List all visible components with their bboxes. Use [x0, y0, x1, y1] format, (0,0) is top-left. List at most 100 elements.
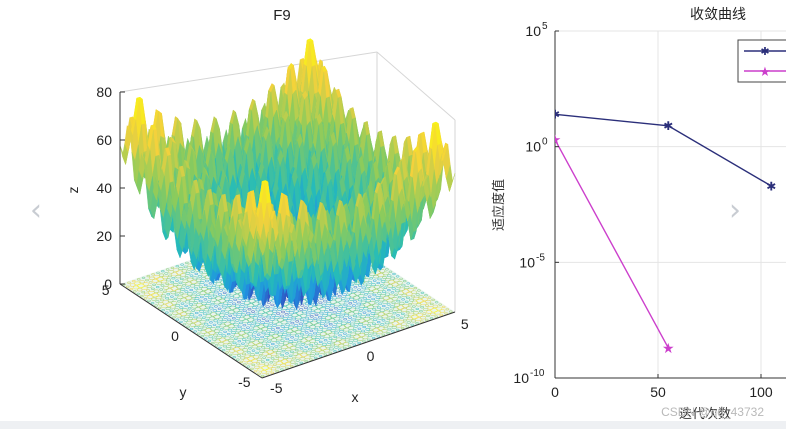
contour-ring	[355, 306, 360, 310]
contour-ring	[338, 305, 343, 308]
contour-ring	[355, 316, 362, 320]
contour-ring	[313, 356, 318, 359]
contour-ring	[198, 285, 203, 288]
contour-ring	[371, 297, 376, 301]
contour-ring	[415, 322, 419, 325]
contour-ring	[408, 312, 415, 317]
contour-ring	[332, 296, 338, 300]
contour-ring	[222, 291, 227, 294]
contour-ring	[181, 308, 188, 312]
contour-ring	[354, 291, 362, 296]
contour-ring	[266, 325, 273, 329]
contour-ring	[202, 312, 208, 316]
contour-ring	[328, 337, 333, 340]
contour-ring	[297, 336, 304, 340]
contour-ring	[290, 360, 296, 364]
contour-ring	[351, 304, 356, 307]
contour-ring	[246, 365, 251, 368]
contour-ring	[291, 342, 298, 346]
contour-ring	[431, 298, 435, 301]
contour-ring	[167, 298, 174, 303]
contour-ring	[247, 308, 252, 311]
contour-ring	[165, 282, 170, 285]
contour-ring	[147, 299, 151, 302]
contour-ring	[233, 322, 239, 327]
contour-ring	[382, 300, 388, 304]
contour-ring	[328, 351, 332, 355]
contour-ring	[201, 316, 206, 319]
contour-ring	[399, 316, 404, 319]
contour-ring	[230, 345, 237, 349]
contour-ring	[153, 289, 160, 293]
contour-ring	[377, 292, 382, 295]
contour-ring	[243, 363, 247, 366]
contour-ring	[360, 314, 366, 319]
contour-ring	[254, 312, 259, 316]
contour-ring	[200, 335, 205, 338]
contour-ring	[337, 309, 342, 312]
contour-ring	[281, 310, 285, 314]
contour-ring	[193, 330, 197, 333]
contour-ring	[244, 354, 251, 359]
contour-ring	[262, 308, 270, 313]
contour-ring	[357, 341, 361, 345]
contour-ring	[346, 320, 351, 323]
contour-ring	[256, 357, 263, 361]
contour-ring	[275, 341, 280, 344]
contour-ring	[396, 309, 402, 313]
contour-ring	[237, 340, 242, 343]
contour-ring	[319, 346, 327, 351]
contour-ring	[387, 289, 391, 292]
contour-ring	[319, 307, 326, 312]
contour-ring	[295, 359, 300, 362]
contour-ring	[190, 294, 197, 299]
contour-ring	[235, 343, 241, 347]
contour-ring	[201, 301, 207, 306]
contour-ring	[384, 321, 390, 325]
contour-ring	[184, 290, 189, 293]
contour-ring	[218, 303, 224, 307]
contour-ring	[204, 293, 210, 297]
contour-ring	[325, 345, 331, 349]
contour-ring	[255, 337, 260, 341]
contour-ring	[314, 338, 320, 341]
contour-ring	[285, 323, 290, 327]
contour-ring	[351, 318, 356, 322]
contour-ring	[158, 273, 165, 277]
contour-ring	[265, 358, 270, 362]
contour-ring	[339, 315, 344, 319]
contour-ring	[179, 292, 184, 295]
contour-ring	[382, 304, 386, 308]
contour-ring	[173, 297, 178, 301]
contour-ring	[204, 289, 212, 294]
contour-ring	[215, 311, 222, 315]
contour-ring	[347, 330, 352, 334]
contour-ring	[393, 278, 400, 283]
contour-ring	[305, 351, 312, 355]
contour-ring	[352, 310, 360, 314]
contour-ring	[258, 363, 265, 368]
contour-ring	[261, 317, 266, 320]
contour-ring	[277, 332, 284, 336]
contour-ring	[184, 276, 189, 279]
contour-ring	[304, 331, 309, 334]
contour-ring	[175, 289, 181, 293]
contour-ring	[411, 305, 416, 308]
contour-ring	[388, 309, 393, 313]
contour-ring	[187, 307, 192, 310]
contour-ring	[360, 300, 367, 304]
contour-ring	[175, 318, 180, 321]
contour-ring	[324, 310, 329, 313]
contour-ring	[216, 325, 220, 329]
contour-ring	[296, 326, 303, 330]
contour-ring	[269, 361, 274, 364]
contour-ring	[221, 319, 227, 323]
contour-ring	[248, 299, 256, 304]
contour-ring	[287, 315, 293, 319]
contour-ring	[313, 317, 318, 321]
contour-ring	[395, 328, 400, 331]
contour-ring	[341, 336, 346, 339]
contour-ring	[424, 318, 429, 321]
contour-ring	[386, 317, 391, 320]
contour-ring	[228, 300, 233, 303]
